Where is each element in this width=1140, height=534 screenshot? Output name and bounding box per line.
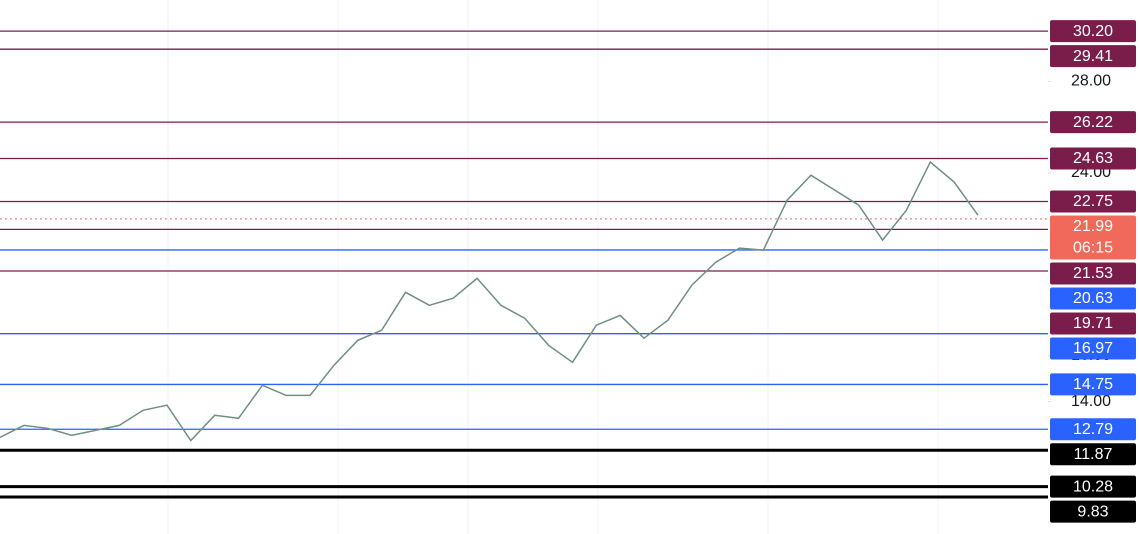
level-label: 30.20 <box>1050 20 1136 43</box>
label-text: 20.63 <box>1073 290 1113 307</box>
label-box <box>1050 337 1136 360</box>
level-label: 29.41 <box>1050 45 1136 68</box>
label-box <box>1050 418 1136 441</box>
label-box <box>1050 287 1136 310</box>
last-price-label: 21.99 06:15 <box>1050 215 1136 260</box>
level-label: 16.97 <box>1050 337 1136 360</box>
label-text: 21.99 <box>1073 218 1113 235</box>
level-label: 12.79 <box>1050 418 1136 441</box>
label-text: 16.97 <box>1073 340 1113 357</box>
level-label: 14.75 <box>1050 373 1136 396</box>
level-label: 22.75 <box>1050 190 1136 213</box>
level-label: 10.28 <box>1050 475 1136 498</box>
label-box <box>1050 215 1136 260</box>
label-text: 24.63 <box>1073 150 1113 167</box>
level-label: 21.53 <box>1050 262 1136 285</box>
label-box <box>1050 475 1136 498</box>
level-label: 20.63 <box>1050 287 1136 310</box>
label-box <box>1050 312 1136 335</box>
label-text: 26.22 <box>1073 114 1113 131</box>
label-box <box>1050 147 1136 170</box>
label-text: 11.87 <box>1074 446 1113 463</box>
label-box <box>1050 373 1136 396</box>
level-label: 9.83 <box>1050 500 1136 523</box>
level-label: 26.22 <box>1050 111 1136 134</box>
label-text: 12.79 <box>1073 421 1113 438</box>
label-box <box>1050 500 1136 523</box>
price-line <box>0 160 979 442</box>
level-label: 11.87 <box>1050 443 1136 466</box>
label-box <box>1050 190 1136 213</box>
label-text: 30.20 <box>1073 23 1113 40</box>
label-box <box>1050 111 1136 134</box>
label-text: 21.53 <box>1073 265 1113 282</box>
label-box <box>1050 262 1136 285</box>
label-text: 29.41 <box>1073 48 1113 65</box>
level-label: 19.71 <box>1050 312 1136 335</box>
label-box <box>1050 443 1136 466</box>
countdown: 06:15 <box>1073 240 1113 257</box>
label-text: 9.83 <box>1077 503 1108 520</box>
label-box <box>1050 45 1136 68</box>
label-box <box>1050 20 1136 43</box>
y-tick-label: 28.00 <box>1071 73 1111 90</box>
label-text: 10.28 <box>1073 478 1113 495</box>
level-label: 24.63 <box>1050 147 1136 170</box>
label-text: 14.75 <box>1073 376 1113 393</box>
vertical-grid <box>167 0 939 534</box>
label-text: 22.75 <box>1073 193 1113 210</box>
label-text: 19.71 <box>1073 315 1113 332</box>
y-tick-label: 14.00 <box>1071 393 1111 410</box>
